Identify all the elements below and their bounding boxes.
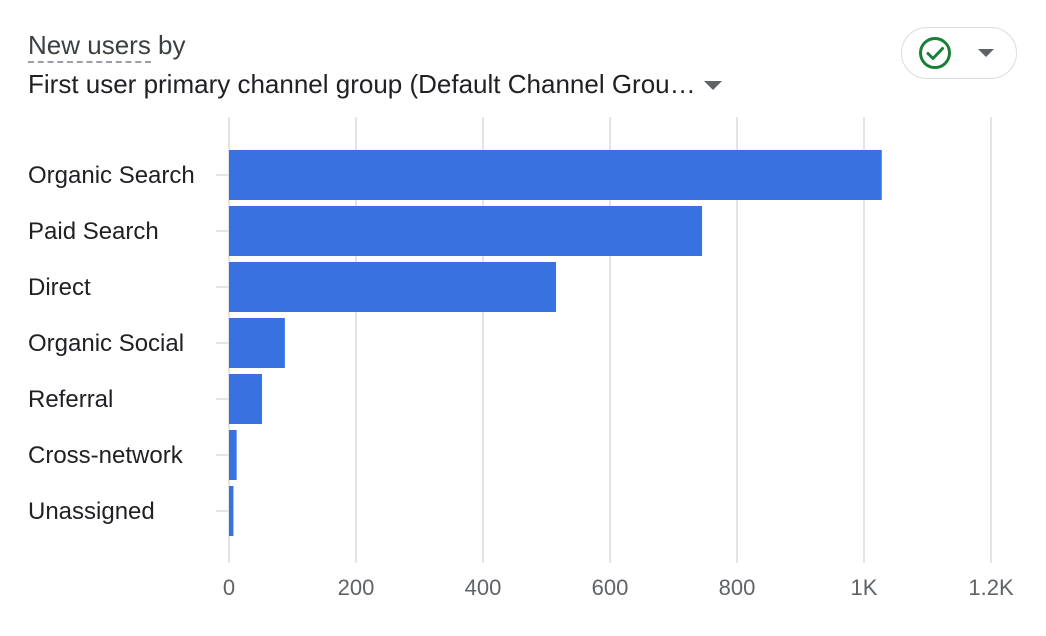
x-tick-label: 800 [719, 575, 756, 600]
category-labels: Organic Search Paid Search Direct Organic S… [28, 162, 195, 525]
by-text: by [150, 30, 186, 60]
card-title: New users by [28, 28, 888, 63]
x-axis-ticks: 0 200 400 600 800 1K 1.2K [223, 575, 1014, 600]
dimension-label: First user primary channel group (Defaul… [28, 69, 696, 99]
status-dropdown-button[interactable] [901, 27, 1017, 79]
bar-organic-search[interactable] [229, 150, 882, 200]
x-tick-label: 1.2K [968, 575, 1014, 600]
x-tick-label: 400 [465, 575, 502, 600]
dimension-dropdown-icon [703, 81, 722, 90]
metric-selector[interactable]: New users [28, 30, 151, 63]
x-tick-label: 200 [338, 575, 375, 600]
check-circle-icon [919, 37, 951, 69]
x-tick-label: 600 [592, 575, 629, 600]
chevron-down-icon [978, 49, 994, 57]
bar-direct[interactable] [229, 262, 557, 312]
x-tick-label: 1K [851, 575, 878, 600]
bar-cross-network[interactable] [229, 430, 237, 480]
bars [229, 150, 882, 536]
category-label: Organic Social [28, 330, 184, 357]
x-tick-label: 0 [223, 575, 235, 600]
category-label: Direct [28, 274, 91, 301]
bar-paid-search[interactable] [229, 206, 703, 256]
card-header: New users by First user primary channel … [28, 28, 888, 102]
bar-unassigned[interactable] [229, 486, 234, 536]
dimension-selector[interactable]: First user primary channel group (Defaul… [28, 66, 888, 102]
category-label: Unassigned [28, 498, 155, 525]
category-label: Referral [28, 386, 113, 413]
category-label: Paid Search [28, 218, 159, 245]
category-label: Organic Search [28, 162, 195, 189]
bar-referral[interactable] [229, 374, 263, 424]
bar-organic-social[interactable] [229, 318, 285, 368]
category-label: Cross-network [28, 442, 184, 469]
